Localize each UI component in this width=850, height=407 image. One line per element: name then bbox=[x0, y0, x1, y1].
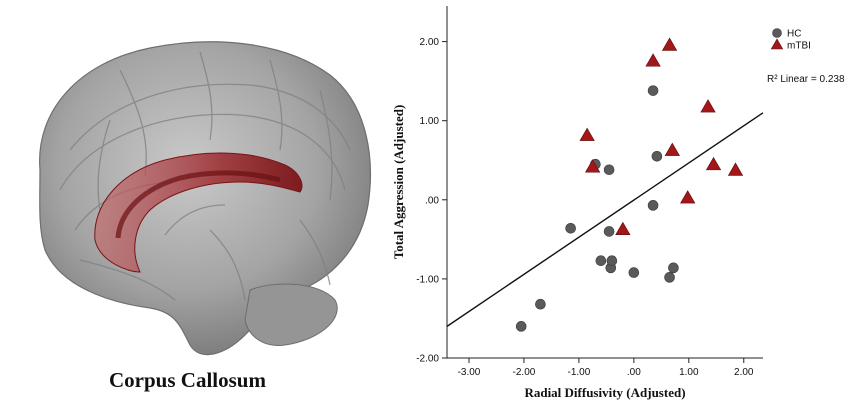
corpus-callosum-inner bbox=[115, 170, 281, 239]
x-tick-label: -2.00 bbox=[513, 367, 536, 378]
linear-fit-line bbox=[446, 112, 764, 327]
brain-render bbox=[39, 41, 372, 356]
hc-point bbox=[628, 267, 640, 278]
x-tick-label: -1.00 bbox=[567, 367, 590, 378]
hc-point bbox=[603, 226, 615, 237]
mtbi-point bbox=[661, 37, 678, 51]
hc-point bbox=[664, 272, 675, 283]
fit-line-layer bbox=[446, 112, 764, 327]
scatter-chart: -3.00 -2.00 -1.00 .00 1.00 2.00 -2.00 -1.00 .00 1… bbox=[375, 0, 850, 407]
mtbi-point bbox=[705, 156, 722, 171]
y-tick-label: 1.00 bbox=[420, 116, 440, 127]
x-axis-title: Radial Diffusivity (Adjusted) bbox=[524, 385, 685, 400]
hc-point bbox=[647, 85, 659, 96]
mtbi-point bbox=[579, 127, 595, 141]
y-tick-label: .00 bbox=[425, 195, 439, 206]
y-tick-label: 2.00 bbox=[420, 37, 440, 48]
mtbi-point bbox=[664, 142, 680, 156]
legend-mtbi-label: mTBI bbox=[787, 41, 811, 52]
corpus-callosum-highlight bbox=[94, 152, 303, 273]
brain-panel: Corpus Callosum bbox=[0, 0, 375, 407]
y-tick-label: -2.00 bbox=[416, 354, 439, 365]
hc-point bbox=[603, 164, 615, 176]
legend-hc-marker bbox=[772, 28, 782, 38]
mtbi-point bbox=[680, 190, 696, 204]
hc-point bbox=[565, 222, 576, 234]
hc-point bbox=[668, 262, 679, 274]
hc-point bbox=[535, 298, 546, 310]
mtbi-point bbox=[700, 99, 716, 113]
hc-point bbox=[606, 255, 618, 267]
x-tick-label: .00 bbox=[627, 367, 641, 378]
hc-point bbox=[651, 150, 663, 162]
tick-marks: -3.00 -2.00 -1.00 .00 1.00 2.00 -2.00 -1.00 .00 1… bbox=[416, 37, 754, 378]
legend-mtbi-marker bbox=[770, 38, 784, 50]
mtbi-point bbox=[645, 53, 661, 67]
y-axis-title: Total Aggression (Adjusted) bbox=[391, 105, 406, 260]
chart-svg: -3.00 -2.00 -1.00 .00 1.00 2.00 -2.00 -1.00 .00 1… bbox=[391, 6, 845, 400]
cerebellum-shape bbox=[244, 283, 338, 346]
legend-hc-label: HC bbox=[787, 29, 801, 40]
brain-caption: Corpus Callosum bbox=[109, 368, 266, 392]
hc-point bbox=[595, 255, 607, 267]
hc-point bbox=[515, 321, 527, 332]
x-tick-label: -3.00 bbox=[458, 367, 481, 378]
mtbi-point bbox=[615, 221, 631, 236]
y-tick-label: -1.00 bbox=[416, 274, 439, 285]
x-tick-label: 1.00 bbox=[679, 367, 699, 378]
x-tick-label: 2.00 bbox=[734, 367, 754, 378]
hc-point bbox=[647, 200, 659, 211]
axes bbox=[446, 6, 763, 359]
r-squared-annotation: R² Linear = 0.238 bbox=[767, 74, 845, 85]
mtbi-point bbox=[727, 162, 744, 176]
data-points bbox=[515, 37, 744, 332]
mtbi-point bbox=[584, 159, 601, 173]
